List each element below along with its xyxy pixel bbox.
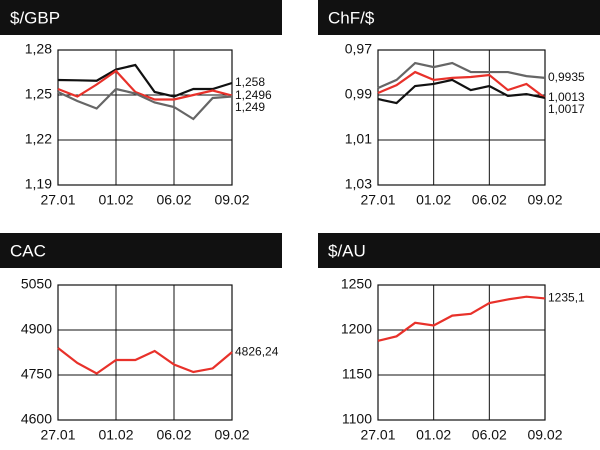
- x-tick-label: 27.01: [40, 192, 75, 208]
- x-tick-label: 09.02: [527, 192, 562, 208]
- x-tick-label: 09.02: [527, 427, 562, 443]
- panel-title: CAC: [10, 241, 46, 260]
- panel-header: [318, 233, 600, 268]
- value-label: 1,258: [235, 75, 265, 89]
- value-label: 1,249: [235, 100, 265, 114]
- y-tick-label: 1,22: [25, 131, 52, 147]
- y-tick-label: 1200: [341, 321, 372, 337]
- x-tick-label: 06.02: [156, 192, 191, 208]
- series-line: [57, 69, 233, 101]
- y-tick-label: 1,19: [25, 176, 52, 192]
- value-label: 1,0017: [548, 102, 585, 116]
- plot-frame: [57, 49, 233, 186]
- x-tick-label: 01.02: [98, 192, 133, 208]
- x-tick-label: 09.02: [214, 427, 249, 443]
- x-tick-label: 27.01: [360, 427, 395, 443]
- y-tick-label: 1,28: [25, 41, 52, 57]
- panel-title: ChF/$: [328, 8, 375, 27]
- value-label: 1,0013: [548, 90, 585, 104]
- panel-header: [0, 233, 282, 268]
- plot-frame: [377, 49, 546, 186]
- plot-frame: [377, 284, 546, 421]
- y-tick-label: 1,25: [25, 86, 52, 102]
- y-tick-label: 0,99: [345, 86, 372, 102]
- x-tick-label: 01.02: [416, 427, 451, 443]
- series-line: [377, 61, 546, 90]
- y-tick-label: 4900: [21, 321, 52, 337]
- y-tick-label: 1250: [341, 276, 372, 292]
- series-line: [377, 295, 546, 342]
- plot-frame: [57, 284, 233, 421]
- panel-header: [0, 0, 282, 35]
- y-tick-label: 4750: [21, 366, 52, 382]
- panel-title: $/GBP: [10, 8, 60, 27]
- y-tick-label: 5050: [21, 276, 52, 292]
- value-label: 1,2496: [235, 88, 272, 102]
- y-tick-label: 1150: [342, 366, 372, 382]
- panel-title: $/AU: [328, 241, 366, 260]
- y-tick-label: 4600: [21, 411, 52, 427]
- value-label: 0,9935: [548, 70, 585, 84]
- series-line: [57, 63, 233, 98]
- y-tick-label: 0,97: [345, 41, 372, 57]
- value-label: 1235,1: [548, 291, 585, 305]
- y-tick-label: 1100: [342, 411, 372, 427]
- x-tick-label: 06.02: [472, 192, 507, 208]
- x-tick-label: 01.02: [416, 192, 451, 208]
- series-line: [57, 347, 233, 375]
- y-tick-label: 1,03: [345, 176, 372, 192]
- x-tick-label: 06.02: [156, 427, 191, 443]
- value-label: 4826,24: [235, 344, 279, 358]
- x-tick-label: 06.02: [472, 427, 507, 443]
- series-line: [377, 70, 546, 99]
- y-tick-label: 1,01: [345, 131, 372, 147]
- x-tick-label: 09.02: [214, 192, 249, 208]
- x-tick-label: 01.02: [98, 427, 133, 443]
- panel-header: [318, 0, 600, 35]
- series-line: [377, 78, 546, 105]
- x-tick-label: 27.01: [360, 192, 395, 208]
- series-line: [57, 87, 233, 121]
- x-tick-label: 27.01: [40, 427, 75, 443]
